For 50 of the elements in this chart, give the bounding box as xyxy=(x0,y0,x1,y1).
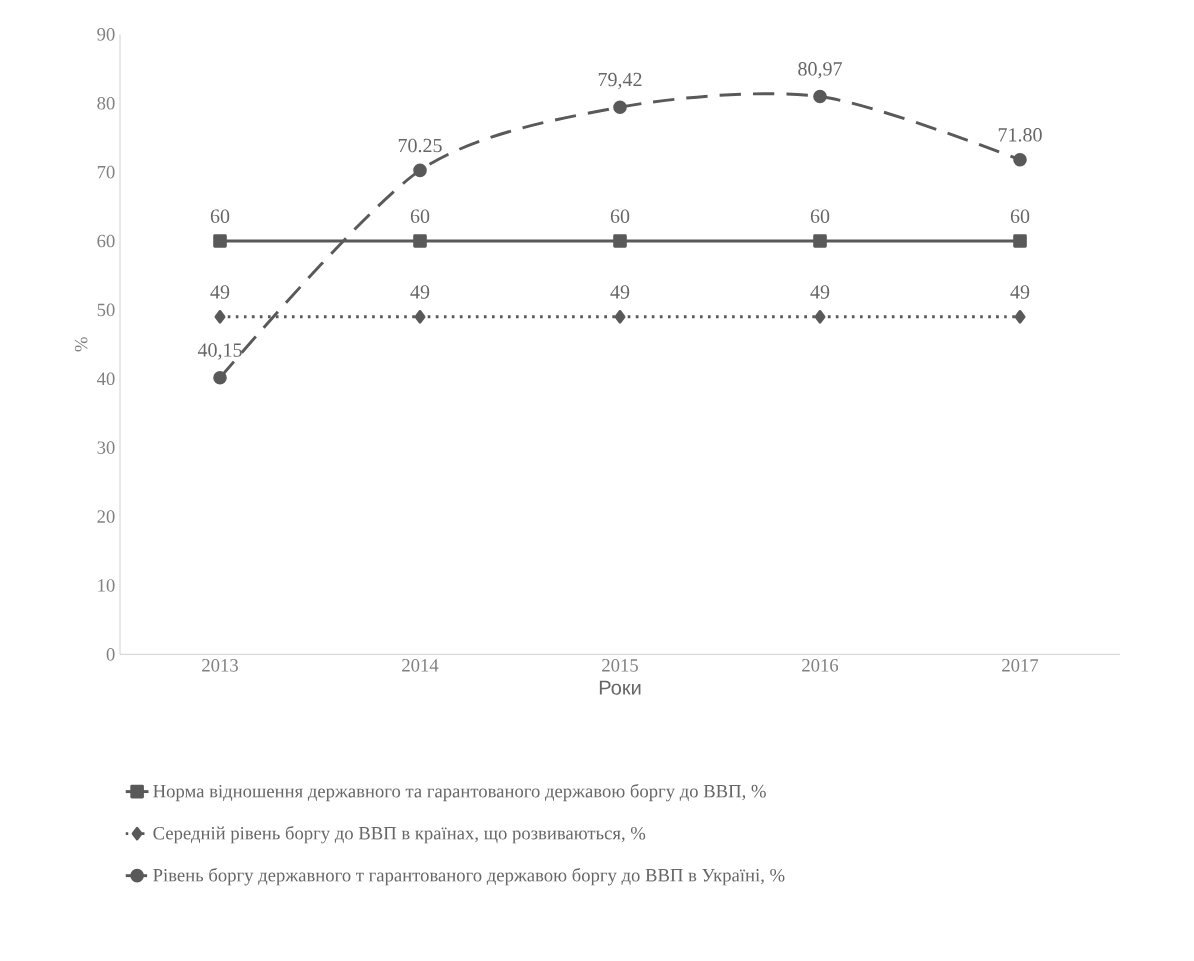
data-label: 49 xyxy=(610,285,630,299)
x-axis-title: Роки xyxy=(599,680,641,695)
data-label: 60 xyxy=(810,209,830,223)
y-tick-label: 80 xyxy=(97,96,115,110)
data-label: 40,15 xyxy=(197,343,242,360)
data-label: 60 xyxy=(210,209,230,223)
point xyxy=(813,234,827,248)
x-tick-label: 2013 xyxy=(202,659,238,672)
y-tick-label: 50 xyxy=(97,303,115,317)
point xyxy=(613,234,627,248)
point xyxy=(1013,152,1027,167)
y-tick-label: 20 xyxy=(97,510,115,523)
y-tick-label: 10 xyxy=(98,579,115,592)
y-tick-label: 60 xyxy=(97,234,115,248)
x-tick-label: 2014 xyxy=(402,659,439,672)
legend-label: Норма відношення державного та гарантованого державою боргу до ВВП, % xyxy=(153,783,766,802)
x-tick-label: 2017 xyxy=(1002,659,1039,672)
point xyxy=(814,309,826,324)
data-label: 71.80 xyxy=(998,128,1042,142)
y-tick-label: 90 xyxy=(97,28,115,41)
data-label: 49 xyxy=(210,285,230,299)
point xyxy=(1014,309,1026,324)
data-label: 49 xyxy=(1010,285,1030,299)
point xyxy=(413,234,427,248)
point xyxy=(413,163,427,178)
point xyxy=(214,309,226,324)
data-label: 79,42 xyxy=(598,72,642,90)
legend-label: Рівень боргу державного т гарантованого державою боргу до ВВП в Україні, % xyxy=(153,867,785,886)
point xyxy=(414,309,426,324)
point xyxy=(213,234,227,248)
x-tick-label: 2015 xyxy=(602,659,638,672)
data-label: 49 xyxy=(410,285,430,299)
point xyxy=(614,309,626,324)
legend-label: Середній рівень боргу до ВВП в країнах, що розвиваються, % xyxy=(153,825,646,844)
data-label: 80,97 xyxy=(798,62,842,79)
data-label: 49 xyxy=(810,285,830,299)
y-tick-label: 0 xyxy=(106,648,115,661)
x-tick-label: 2016 xyxy=(802,659,839,672)
point xyxy=(613,100,627,115)
y-axis-title: % xyxy=(74,337,88,352)
point xyxy=(213,370,227,385)
point xyxy=(813,89,827,104)
data-label: 70.25 xyxy=(398,138,442,153)
data-label: 60 xyxy=(610,209,630,223)
point xyxy=(1013,234,1027,248)
y-tick-label: 30 xyxy=(97,441,115,454)
y-tick-label: 70 xyxy=(97,165,115,179)
data-label: 60 xyxy=(410,209,430,223)
y-tick-label: 40 xyxy=(96,372,115,386)
data-label: 60 xyxy=(1010,209,1030,223)
